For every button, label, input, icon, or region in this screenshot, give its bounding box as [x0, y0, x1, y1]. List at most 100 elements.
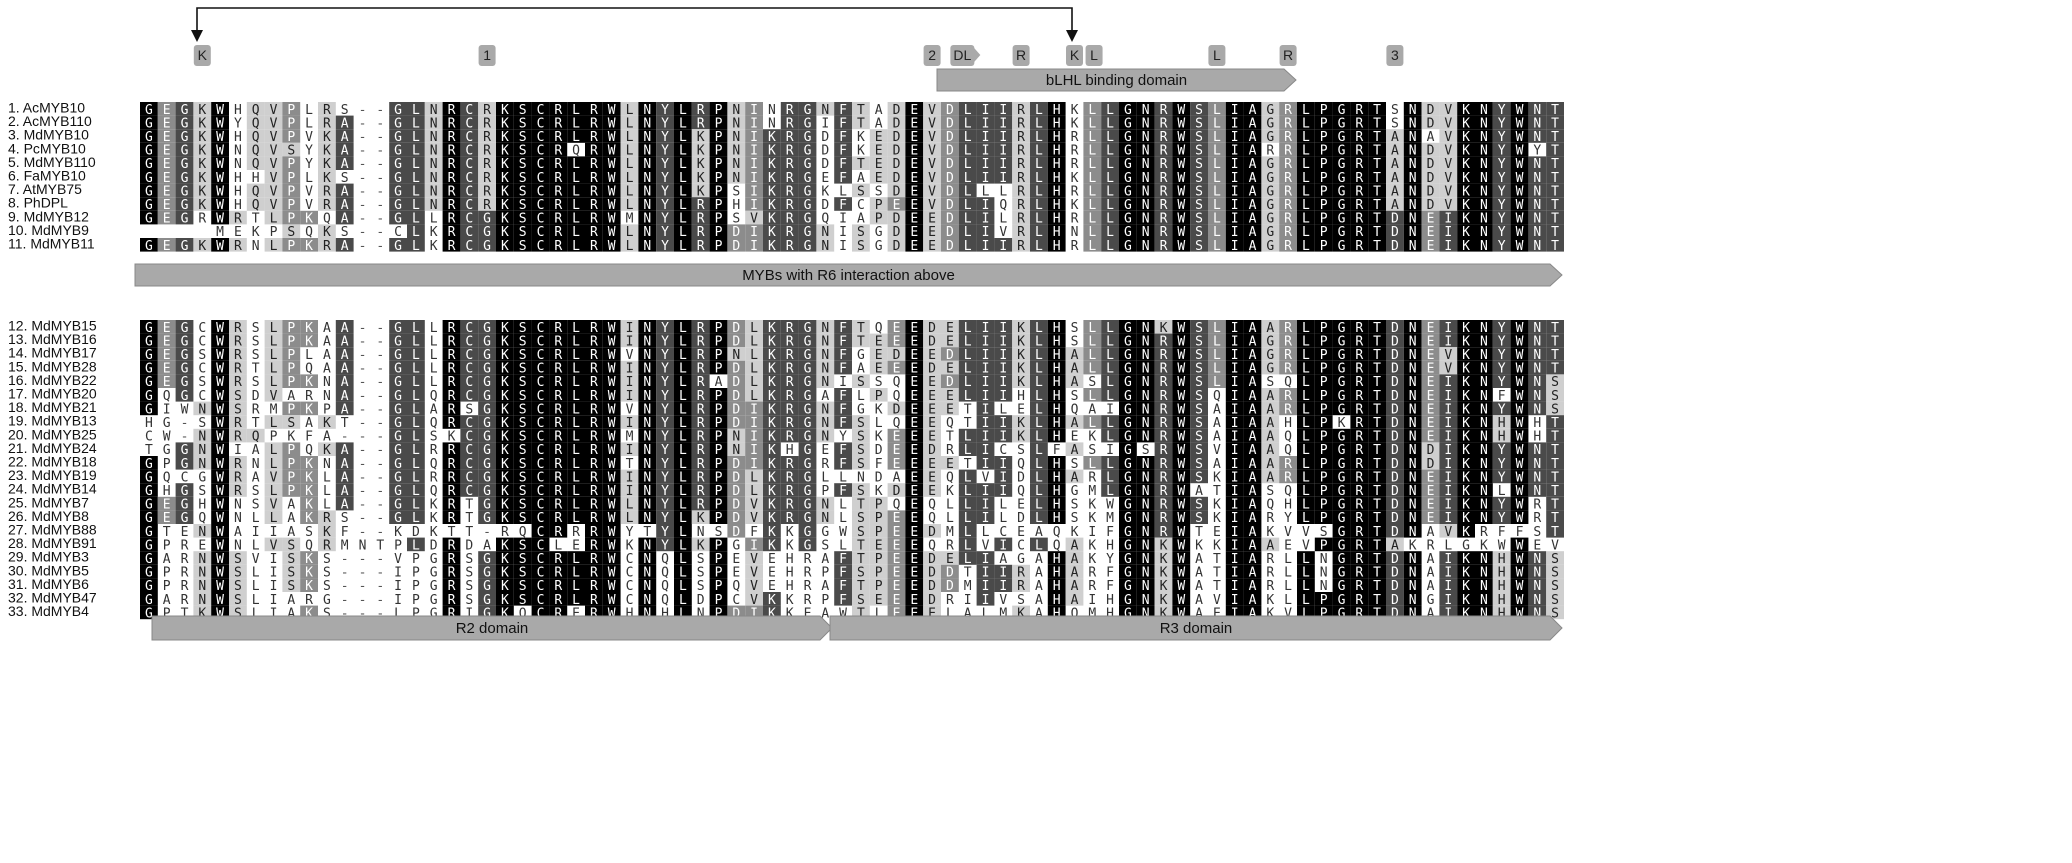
residue-shade [1314, 129, 1333, 143]
residue-shade [691, 129, 710, 143]
residue-shade [1386, 129, 1404, 143]
sequence-label: 1. AcMYB10 [8, 100, 85, 116]
residue: D [1427, 143, 1435, 158]
residue-shade [745, 115, 763, 130]
residue: L [964, 116, 972, 131]
residue-shade [905, 115, 924, 130]
residue-shade [246, 102, 265, 116]
residue-shade [727, 142, 746, 157]
residue: L [1106, 157, 1114, 172]
annotation-label: K [198, 47, 208, 63]
residue-shade [318, 142, 336, 157]
residue: N [732, 130, 740, 145]
residue: R [786, 116, 794, 131]
residue-shade [157, 102, 176, 116]
residue: L [305, 116, 313, 131]
residue: G [145, 238, 153, 253]
residue: R [554, 157, 562, 172]
residue: F [839, 157, 847, 172]
residue-shade [1510, 129, 1529, 143]
residue-shade [460, 115, 479, 130]
residue: R [448, 102, 456, 117]
residue: L [1088, 157, 1096, 172]
residue: T [1373, 116, 1381, 131]
residue-shade [567, 129, 585, 143]
residue-shade [1225, 115, 1244, 130]
residue-shade [585, 170, 603, 184]
residue: G [1124, 143, 1132, 158]
residue: G [875, 238, 883, 253]
residue: R [1355, 238, 1363, 253]
residue-shade [478, 156, 496, 170]
residue-shade [567, 102, 585, 116]
residue: N [1409, 143, 1417, 158]
residue: L [964, 143, 972, 158]
residue: K [1462, 116, 1470, 131]
residue: C [537, 102, 545, 117]
residue: K [857, 130, 865, 145]
residue: L [1213, 157, 1221, 172]
residue-shade [1297, 156, 1315, 170]
residue-shade [976, 170, 995, 184]
residue-shade [869, 170, 888, 184]
residue-shade [656, 156, 674, 170]
residue: R [1160, 143, 1168, 158]
residue-shade [1510, 115, 1529, 130]
residue-shade [1047, 142, 1066, 157]
residue: N [1480, 130, 1488, 145]
residue-shade [1047, 129, 1066, 143]
residue: W [216, 238, 224, 253]
residue-shade [1439, 156, 1458, 170]
residue-shade [496, 129, 514, 143]
residue-shade [1261, 115, 1280, 130]
residue-shade [1119, 129, 1137, 143]
residue-shade [798, 156, 817, 170]
residue-shade [834, 129, 852, 143]
residue: N [1480, 238, 1488, 253]
residue-shade [941, 142, 959, 157]
residue: C [465, 143, 473, 158]
residue-shade [407, 142, 425, 157]
residue-shade [246, 129, 265, 143]
residue: Q [252, 157, 260, 172]
residue-shade [140, 170, 158, 184]
residue-shade [1279, 102, 1297, 116]
residue: K [323, 130, 331, 145]
residue-shade [727, 129, 746, 143]
residue-shade [1439, 115, 1458, 130]
residue: W [1516, 143, 1524, 158]
residue: N [1409, 116, 1417, 131]
residue-shade [1492, 156, 1511, 170]
residue: L [1035, 102, 1043, 117]
residue-shade [727, 156, 746, 170]
residue: W [1516, 238, 1524, 253]
residue: K [1462, 238, 1470, 253]
residue: N [1533, 116, 1541, 131]
residue: R [697, 116, 705, 131]
residue-shade [994, 156, 1013, 170]
residue: E [910, 130, 918, 145]
residue: L [679, 238, 687, 253]
residue-shade [1208, 170, 1226, 184]
residue-shade [1154, 156, 1173, 170]
residue-shade [1421, 156, 1440, 170]
residue: N [768, 116, 776, 131]
residue-shade [923, 129, 941, 143]
residue-shade [1297, 102, 1315, 116]
residue-shade [1403, 129, 1422, 143]
residue: I [982, 116, 990, 131]
residue-shade [620, 102, 639, 116]
residue: I [982, 130, 990, 145]
residue: I [821, 116, 829, 131]
residue-shade [1350, 129, 1369, 143]
residue: P [287, 102, 295, 117]
residue-shade [157, 115, 176, 130]
residue: N [1142, 143, 1150, 158]
residue-shade [834, 142, 852, 157]
residue-shade [264, 170, 283, 184]
residue: D [946, 238, 954, 253]
residue-shade [193, 170, 212, 184]
